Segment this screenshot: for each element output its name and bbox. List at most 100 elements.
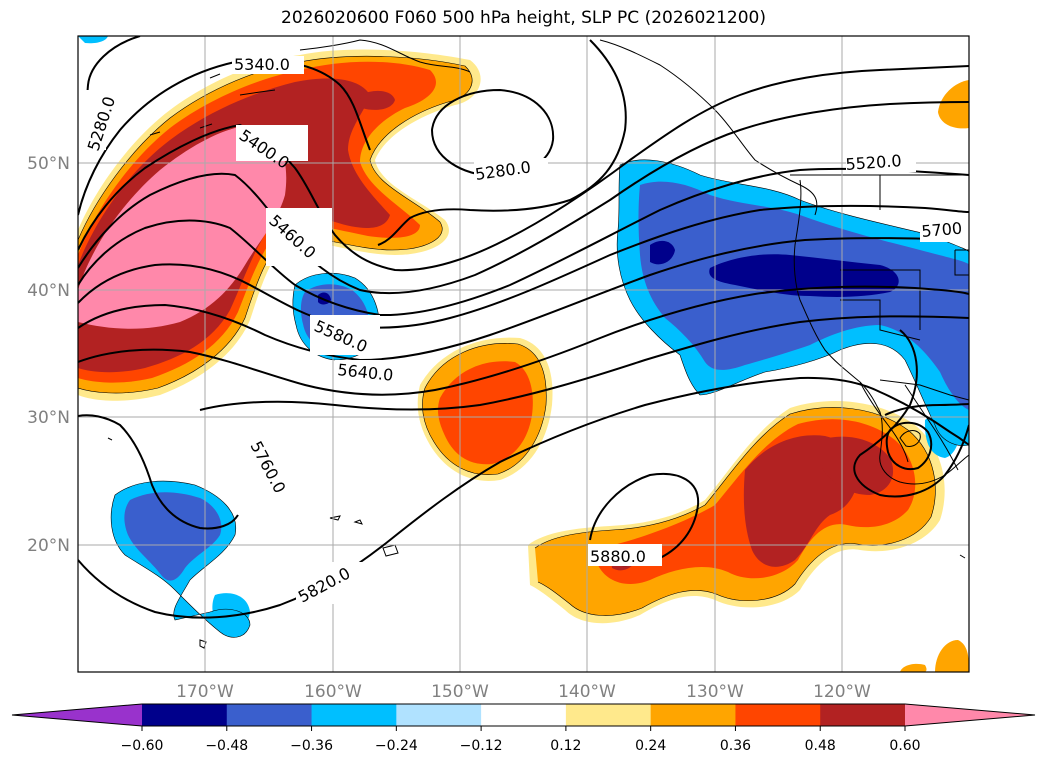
contour-label-5700: 5700 [921,219,963,241]
contour-5640 [78,237,969,362]
colorbar-segment [142,704,228,726]
colorbar-segment [565,704,652,726]
alaska-coast [149,39,471,136]
contour-label-5340: 5340.0 [234,55,290,74]
lat-label-50n: 50°N [27,154,70,174]
map-area: 5340.0 5280.0 5400.0 5460.0 5280.0 5520.… [78,36,969,672]
lat-label-30n: 30°N [27,408,70,428]
positive-anomaly-southeast-corner-b [900,663,927,672]
positive-anomaly-mexico-darkred-core [820,436,894,495]
contour-label-bg [240,435,295,505]
contour-5700 [78,285,969,396]
contour-label-bg [335,360,409,386]
positive-anomaly-northeast [938,80,969,129]
contour-5760-main [78,414,239,530]
contour-5580 [78,204,969,329]
colorbar-tick-label: −0.24 [375,738,418,754]
contour-label-bg [296,562,368,604]
colorbar-segment [735,704,821,726]
lon-label-170w: 170°W [176,682,234,702]
coastlines [149,39,969,485]
negative-anomaly-west-us-navy-core [650,240,675,265]
island-small-d [107,437,113,441]
contour-east-edge-lower [884,403,969,416]
gridlines [78,36,969,672]
us-canada-border [790,174,969,276]
colorbar-tick-label: −0.48 [205,738,248,754]
longitude-labels: 170°W 160°W 150°W 140°W 130°W 120°W [176,682,871,702]
colorbar-tick-label: −0.36 [290,738,333,754]
colorbar-tick-label: 0.36 [720,738,751,754]
height-contours [78,36,969,619]
contour-label-group: 5340.0 5280.0 5400.0 5460.0 5280.0 5520.… [80,55,969,607]
colorbar-segment [311,704,397,726]
outline-northwest [78,55,473,394]
contour-label-bg [80,90,106,150]
colorbar-extend-high [905,704,1035,726]
island-small-e [959,554,966,559]
lat-label-20n: 20°N [27,536,70,556]
colorbar-segment [396,704,482,726]
mexico-border [879,379,969,401]
positive-anomaly-alaska-darkred-core [360,90,395,110]
lon-label-130w: 130°W [686,682,744,702]
map-frame [77,35,970,673]
contour-5820 [78,376,969,619]
contour-label-bg [236,125,308,161]
us-states-border [840,269,921,341]
positive-anomaly-central-pacific-red [438,361,533,465]
colorbar-tick-label: 0.60 [889,738,920,754]
contour-5460 [78,101,969,295]
lat-label-40n: 40°N [27,281,70,301]
lon-label-120w: 120°W [813,682,871,702]
colorbar-segment [820,704,906,726]
latitude-labels: 50°N 40°N 30°N 20°N [27,154,70,556]
contour-label-bg [588,544,662,566]
colorbar-ticks: −0.60 −0.48 −0.36 −0.24 −0.12 0.12 0.24 0.36 0.4… [121,726,921,754]
colorbar-extend-low [12,704,142,726]
contour-mexico-loop-outer [853,329,969,498]
contour-5520 [78,167,969,317]
contour-label-bg [232,56,304,74]
contour-mexico-loop-inner [885,421,933,471]
west-coast-us [793,179,969,485]
colorbar-tick-label: 0.24 [635,738,666,754]
negative-anomaly-hawaii-cyan [212,593,250,632]
colorbar-tick-label: −0.60 [121,738,164,754]
negative-anomaly-top-left-corner [78,36,108,44]
outline-central-pacific [422,343,547,476]
hawaii-island [199,639,207,649]
lon-label-140w: 140°W [558,682,616,702]
contour-label-bg [474,158,548,180]
colorbar-segment [481,704,567,726]
colorbar-segment [226,704,313,726]
colorbar-tick-label: −0.12 [460,738,503,754]
outline-subtropical-negative [110,480,251,638]
contour-label-bg [266,208,332,266]
contour-5280-east [377,39,627,246]
colorbar-tick-label: 0.48 [805,738,836,754]
contour-5400 [78,65,969,272]
contour-5280-low [430,88,555,178]
negative-anomaly-subtropical-west-blue [124,492,222,581]
island-small-b [353,519,363,525]
outline-east-pacific [534,407,936,616]
positive-anomaly-southeast-corner [935,640,969,672]
map-title: 2026020600 F060 500 hPa height, SLP PC (… [281,8,766,28]
mexico-coast [899,430,921,447]
lon-label-150w: 150°W [431,682,489,702]
baja-california [859,381,959,471]
colorbar-segments [11,703,1036,727]
contour-label-5520: 5520.0 [845,151,902,174]
colorbar-tick-label: 0.12 [550,738,581,754]
colorbar-segment [650,704,736,726]
contour-label-bg [310,315,380,355]
contour-5760-east [199,315,969,411]
colorbar: −0.60 −0.48 −0.36 −0.24 −0.12 0.12 0.24 0.36 0.4… [11,703,1036,754]
contour-label-5880: 5880.0 [590,547,646,566]
contour-label-bg [846,150,916,172]
contour-label-bg [920,220,969,242]
lon-label-160w: 160°W [304,682,362,702]
island-small-a [329,515,341,521]
